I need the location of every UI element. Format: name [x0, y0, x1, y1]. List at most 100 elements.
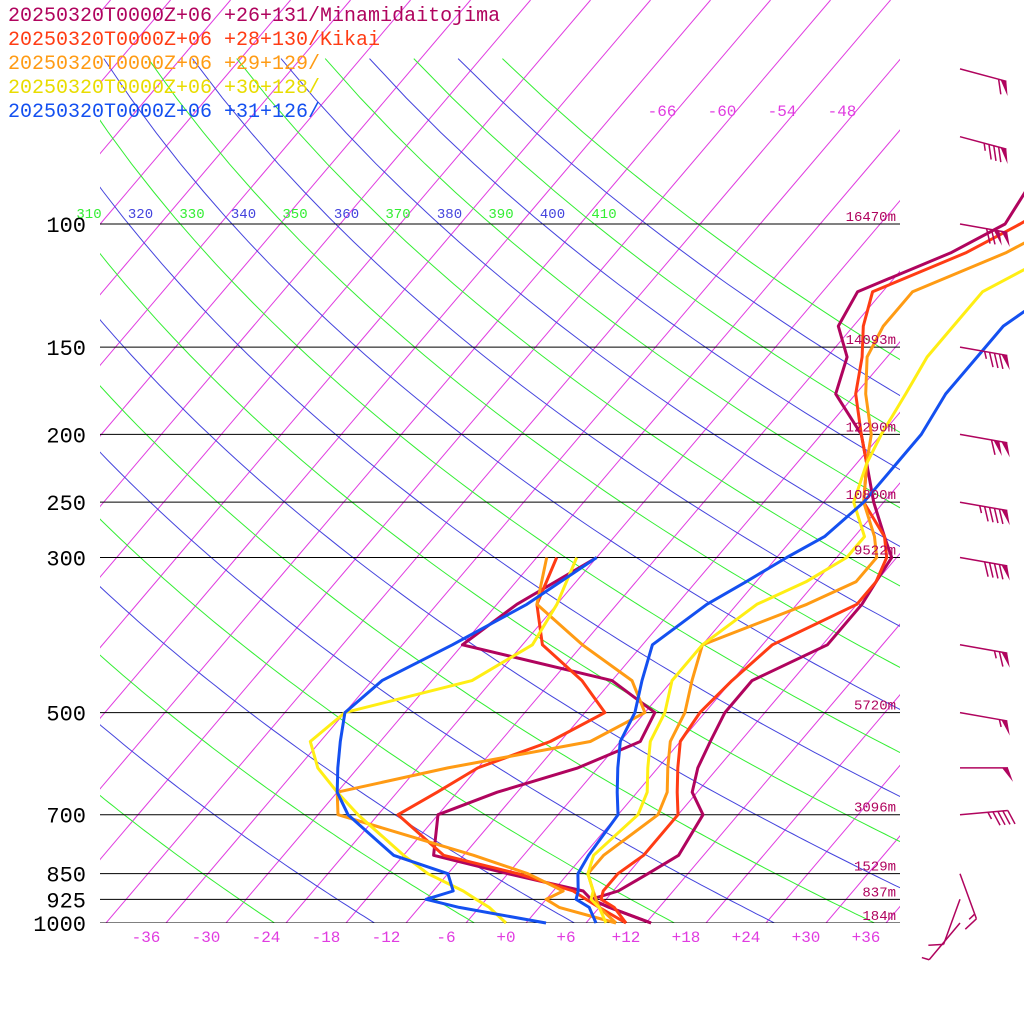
dry-adiabat	[502, 58, 900, 361]
wind-barb	[960, 767, 1013, 782]
wind-barb-pennant	[1002, 767, 1013, 782]
pressure-tick-label: 100	[46, 214, 86, 239]
dry-adiabat	[100, 186, 900, 798]
dry-adiabat	[324, 58, 900, 509]
wind-barb-flag	[998, 353, 1004, 370]
isotherm	[885, 905, 900, 923]
temperature-tick-label: -6	[436, 929, 455, 947]
theta-label: 390	[488, 207, 513, 223]
pressure-tick-label: 500	[46, 703, 86, 728]
wind-barb-pennant	[1001, 719, 1010, 736]
wind-barb-flag	[993, 508, 999, 524]
theta-label: 410	[591, 207, 616, 223]
wind-barb	[959, 809, 1016, 826]
wind-barb	[959, 346, 1010, 371]
legend-entry: 20250320T0000Z+06 +28+130/Kikai	[8, 29, 381, 52]
dry-adiabat	[100, 252, 900, 843]
isotherm	[100, 0, 411, 367]
wind-barb-flag	[983, 506, 989, 522]
wind-barb-half	[998, 719, 1002, 728]
isotherm	[100, 0, 351, 296]
temperature-tick-label: -36	[132, 929, 161, 947]
height-label: 9522m	[854, 544, 896, 560]
dry-adiabat	[147, 58, 900, 668]
wind-barb	[921, 922, 961, 961]
dry-adiabat	[100, 451, 776, 923]
theta-label: 400	[540, 207, 565, 223]
isotherm-label: -60	[708, 103, 737, 121]
wind-barb	[959, 873, 978, 930]
theta-label: 370	[385, 207, 410, 223]
wind-barb-flag	[997, 146, 1002, 163]
height-label: 3096m	[854, 801, 896, 817]
dry-adiabat	[369, 58, 900, 471]
isotherm-label: -66	[648, 103, 677, 121]
wind-barb-flag	[1007, 810, 1016, 825]
dry-adiabat	[280, 58, 900, 548]
isotherm	[100, 0, 711, 720]
wind-barb-flag	[993, 563, 999, 579]
wind-barb	[959, 135, 1008, 164]
wind-barb-flag	[998, 508, 1004, 525]
wind-barb-staff	[959, 223, 1008, 234]
theta-label: 320	[128, 207, 153, 223]
temperature-tick-label: +18	[672, 929, 701, 947]
wind-barb-flag	[988, 507, 994, 523]
wind-barb-staff	[959, 809, 1008, 816]
isotherm	[0, 0, 51, 923]
isotherm	[405, 341, 900, 923]
pressure-tick-label: 150	[46, 337, 86, 362]
theta-label: 310	[76, 207, 101, 223]
temperature-tick-label: +24	[732, 929, 761, 947]
dry-adiabat	[100, 654, 476, 923]
isotherm	[165, 58, 900, 923]
temperature-tick-label: -18	[312, 929, 341, 947]
pressure-tick-label: 700	[46, 805, 86, 830]
isotherm	[100, 0, 291, 225]
wind-barb-half	[921, 956, 930, 961]
isotherm	[105, 0, 891, 923]
isotherm	[100, 0, 591, 578]
dewpoint-series-line	[335, 556, 598, 925]
wind-barb-pennant	[1001, 441, 1010, 458]
temperature-tick-label: +36	[852, 929, 881, 947]
height-label: 5720m	[854, 699, 896, 715]
isotherm-label: -54	[768, 103, 797, 121]
pressure-tick-label: 250	[46, 492, 86, 517]
wind-barb-staff	[942, 899, 961, 945]
legend-entry: 20250320T0000Z+06 +26+131/Minamidaitojim…	[8, 5, 501, 28]
legend-entry: 20250320T0000Z+06 +30+128/	[8, 77, 321, 100]
wind-barb-staff	[959, 873, 978, 920]
isotherm	[100, 0, 231, 155]
isotherm	[285, 199, 900, 923]
dry-adiabat	[100, 119, 900, 754]
height-label: 837m	[862, 885, 896, 901]
temperature-series-line	[586, 241, 1024, 925]
dry-adiabat	[236, 58, 900, 587]
isotherm	[100, 0, 771, 790]
wind-barb-flag	[985, 228, 991, 244]
wind-barb-pennant	[1000, 147, 1008, 164]
wind-barb-half	[968, 913, 976, 920]
wind-barb-staff	[959, 68, 1007, 83]
wind-barb-flag	[990, 229, 996, 245]
dry-adiabat	[100, 585, 576, 923]
wind-barb	[959, 501, 1010, 526]
dewpoint-series-line	[396, 556, 627, 925]
wind-barb	[959, 711, 1010, 736]
plot-area	[0, 0, 900, 923]
theta-label: 340	[231, 207, 256, 223]
legend-entry: 20250320T0000Z+06 +29+129/	[8, 53, 321, 76]
wind-barb-flag	[992, 811, 1001, 826]
isotherm	[645, 623, 900, 923]
height-label: 1529m	[854, 860, 896, 876]
wind-barb	[959, 433, 1010, 458]
wind-barb-flag	[964, 918, 977, 930]
height-label: 16470m	[846, 210, 896, 226]
isotherm	[465, 411, 900, 923]
temperature-tick-label: -30	[192, 929, 221, 947]
theta-label: 380	[437, 207, 462, 223]
temperature-series-line	[574, 309, 1024, 924]
isotherm	[100, 0, 831, 861]
